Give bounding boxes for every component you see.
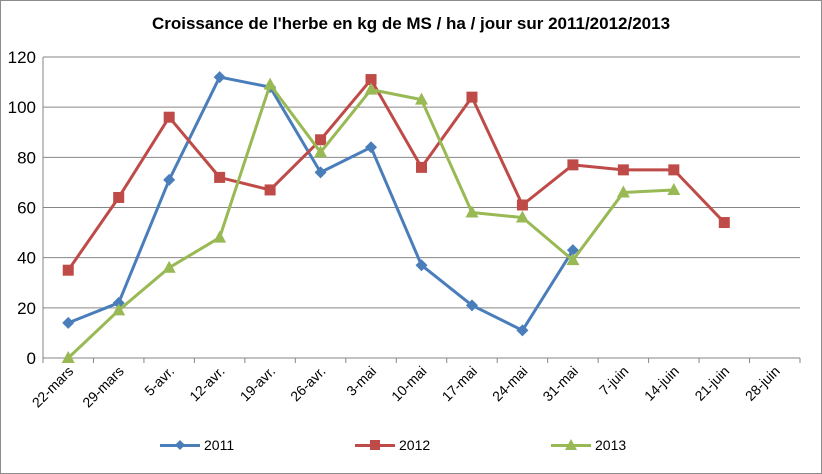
x-tick-label-12-avr.: 12-avr. [186,363,228,405]
point-2011-3-mai [365,141,378,154]
x-tick-label-22-mars: 22-mars [29,363,77,411]
x-tick-label-19-avr.: 19-avr. [237,363,279,405]
point-2013-26-avr. [314,145,328,158]
point-2011-29-mars [112,296,125,309]
legend-swatch-2011 [160,439,200,451]
point-2012-12-avr. [214,171,226,183]
point-2011-24-mai [516,324,529,337]
point-2013-7-juin [616,185,630,198]
series-line-2013 [67,83,674,360]
point-2012-24-mai [516,199,528,211]
legend-swatch-2012 [355,439,395,451]
series-line-2011 [67,75,575,332]
x-tick-label-7-juin: 7-juin [596,363,632,399]
point-2011-26-avr. [314,166,327,179]
point-2013-10-mai [415,92,428,105]
point-2012-26-avr. [315,134,327,146]
point-2012-31-mai [567,159,579,171]
point-2013-19-avr. [263,77,277,90]
point-2013-31-mai [566,253,580,266]
point-2013-3-mai [364,82,378,95]
legend-label-2012: 2012 [399,437,431,453]
x-tick-label-17-mai: 17-mai [439,363,481,405]
x-tick-label-10-mai: 10-mai [388,363,430,405]
x-tick-label-21-juin: 21-juin [691,363,732,404]
x-tick-label-29-mars: 29-mars [79,363,127,411]
x-tick-label-3-mai: 3-mai [343,363,379,399]
legend-swatch-2013 [551,439,591,451]
y-tick-label-120: 120 [8,48,36,67]
legend-label-2013: 2013 [595,437,627,453]
point-2011-31-mai [566,244,579,257]
x-tick-label-5-avr.: 5-avr. [141,363,177,399]
point-2013-29-mars [112,303,126,316]
point-2012-7-juin [617,164,629,176]
point-2012-14-juin [668,164,680,176]
point-2011-17-mai [465,299,478,312]
point-2012-5-avr. [163,111,175,123]
point-2012-17-mai [466,91,478,103]
y-tick-label-40: 40 [17,249,36,268]
point-2013-17-mai [465,205,479,218]
x-tick-label-31-mai: 31-mai [539,363,581,405]
point-2011-12-avr. [213,71,226,84]
point-2011-5-avr. [163,173,176,186]
x-tick-label-28-juin: 28-juin [742,363,783,404]
point-2012-19-avr. [264,184,276,196]
y-tick-label-60: 60 [17,199,36,218]
point-2012-3-mai [365,74,377,86]
legend-item-2012: 2012 [355,437,430,453]
y-tick-label-20: 20 [17,299,36,318]
point-2013-5-avr. [162,260,176,273]
chart-title: Croissance de l'herbe en kg de MS / ha /… [151,14,671,33]
point-2012-22-mars [62,264,74,276]
point-2011-10-mai [415,259,428,272]
point-2013-14-juin [667,182,681,195]
legend-item-2011: 2011 [160,437,234,453]
series-line-2012 [67,78,726,272]
y-tick-label-100: 100 [8,98,36,117]
point-2013-24-mai [515,210,529,223]
x-tick-label-14-juin: 14-juin [641,363,682,404]
point-2011-22-mars [62,316,75,329]
y-tick-label-80: 80 [17,148,36,167]
point-2013-22-mars [61,351,75,363]
point-2012-29-mars [113,191,125,203]
legend-label-2011: 2011 [204,437,235,453]
point-2013-12-avr. [213,230,227,243]
x-tick-label-26-avr.: 26-avr. [287,363,329,405]
x-tick-label-24-mai: 24-mai [489,363,531,405]
point-2012-10-mai [416,161,427,173]
legend-item-2013: 2013 [551,437,626,453]
point-2012-21-juin [718,217,730,229]
y-tick-label-0: 0 [27,349,36,368]
